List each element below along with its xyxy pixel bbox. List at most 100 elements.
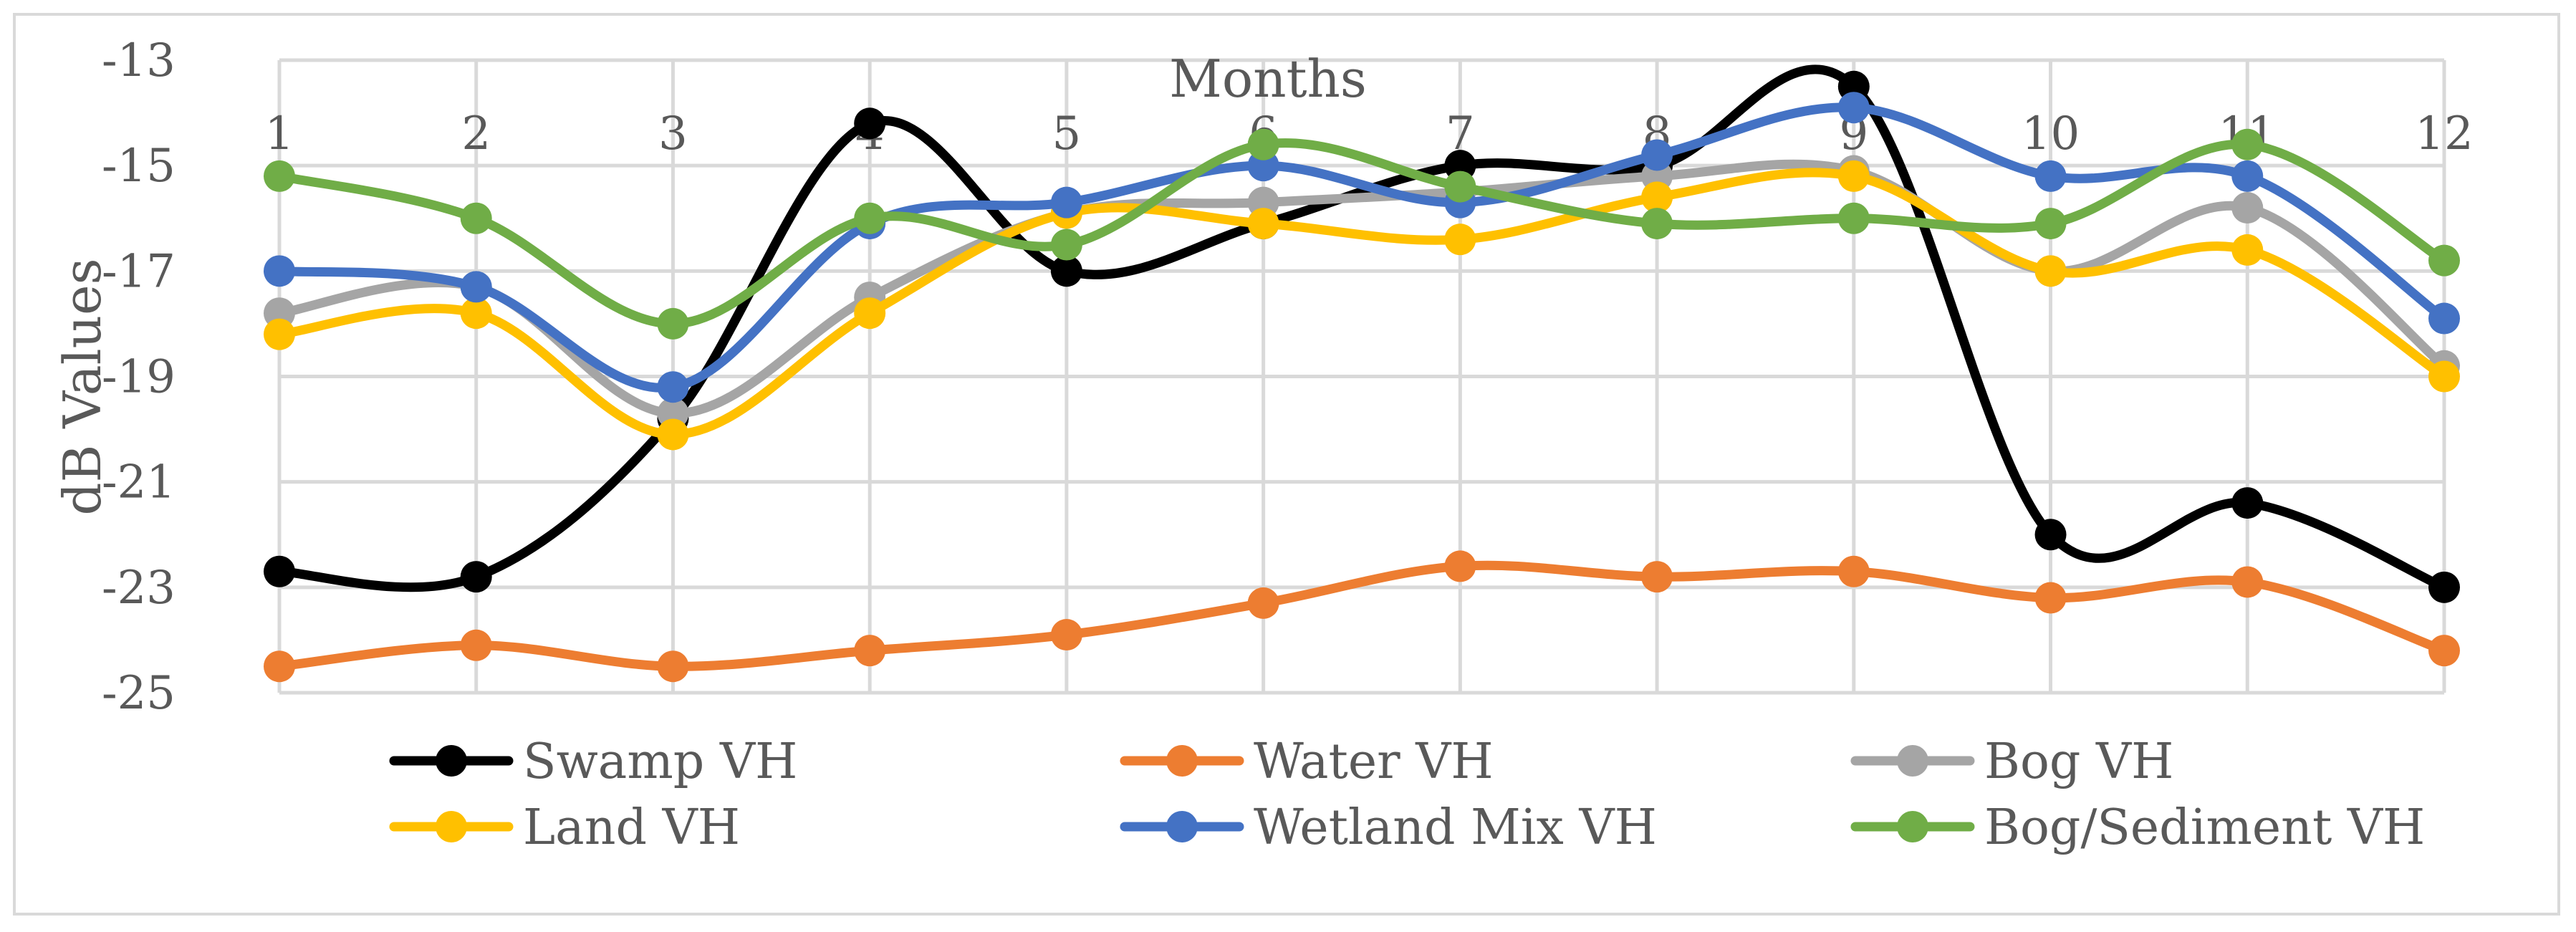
y-tick-label: -13 — [102, 34, 176, 87]
data-point-water-vh — [2034, 582, 2067, 614]
data-point-land-vh — [1641, 181, 1673, 213]
y-axis-title: dB Values — [52, 258, 112, 515]
y-tick-label: -25 — [102, 667, 176, 720]
legend-label: Wetland Mix VH — [1254, 799, 1657, 856]
series-bog-sediment-vh — [264, 128, 2460, 340]
x-tick-label: 5 — [1052, 107, 1082, 160]
x-tick-label: 1 — [265, 107, 294, 160]
data-point-swamp-vh — [264, 555, 295, 587]
data-point-water-vh — [2231, 566, 2264, 598]
y-tick-labels: -13 -15 -17 -19 -21 -23 -25 — [102, 34, 176, 720]
data-point-wetland-mix-vh — [2034, 160, 2067, 192]
data-point-land-vh — [460, 297, 492, 330]
legend-label: Bog/Sediment VH — [1984, 799, 2425, 856]
data-point-bog-sediment-vh — [460, 202, 492, 234]
y-tick-label: -19 — [102, 351, 176, 404]
data-point-land-vh — [2034, 255, 2067, 287]
data-point-land-vh — [854, 297, 886, 330]
series-line-land-vh — [274, 168, 2449, 439]
data-point-water-vh — [1247, 587, 1279, 619]
legend-label: Water VH — [1254, 734, 1494, 790]
data-point-land-vh — [264, 318, 295, 350]
data-point-land-vh — [1444, 224, 1476, 256]
data-point-water-vh — [657, 650, 689, 683]
data-point-swamp-vh — [2034, 519, 2067, 551]
data-point-wetland-mix-vh — [1641, 139, 1673, 171]
legend-item-wetland-mix-vh: Wetland Mix VH — [1120, 799, 1657, 856]
data-point-bog-sediment-vh — [2231, 128, 2264, 160]
series-swamp-vh — [264, 64, 2460, 603]
legend-dot-marker — [436, 745, 467, 777]
x-tick-label: 12 — [2415, 107, 2473, 160]
legend-item-swamp-vh: Swamp VH — [389, 734, 797, 790]
data-point-bog-sediment-vh — [264, 160, 295, 192]
data-point-swamp-vh — [2428, 571, 2460, 603]
legend-dot-marker — [1897, 745, 1928, 777]
data-point-water-vh — [264, 650, 295, 683]
data-point-water-vh — [460, 629, 492, 661]
legend: Swamp VH Water VH Bog VH Land VH Wetland Mix… — [389, 734, 2425, 856]
data-point-wetland-mix-vh — [264, 255, 295, 287]
legend-item-land-vh: Land VH — [389, 799, 740, 856]
data-point-bog-sediment-vh — [1641, 208, 1673, 240]
series-lines — [264, 64, 2460, 683]
data-point-land-vh — [1837, 160, 1870, 192]
data-point-bog-sediment-vh — [1050, 229, 1082, 261]
legend-item-bog-vh: Bog VH — [1850, 734, 2173, 790]
data-point-wetland-mix-vh — [1050, 186, 1082, 218]
data-point-wetland-mix-vh — [657, 371, 689, 403]
series-water-vh — [264, 550, 2460, 683]
data-point-wetland-mix-vh — [2428, 302, 2460, 335]
legend-dot-marker — [1897, 811, 1928, 842]
data-point-bog-sediment-vh — [1837, 202, 1870, 234]
data-point-bog-sediment-vh — [2428, 244, 2460, 277]
data-point-bog-sediment-vh — [657, 307, 689, 340]
series-line-bog-vh — [274, 159, 2449, 418]
legend-label: Land VH — [523, 799, 740, 856]
legend-label: Bog VH — [1984, 734, 2173, 790]
data-point-wetland-mix-vh — [460, 271, 492, 303]
data-point-land-vh — [657, 418, 689, 451]
data-point-wetland-mix-vh — [2231, 160, 2264, 192]
data-point-water-vh — [1837, 555, 1870, 587]
data-point-swamp-vh — [460, 561, 492, 593]
series-land-vh — [264, 160, 2460, 451]
y-tick-label: -23 — [102, 562, 176, 615]
data-point-water-vh — [1444, 550, 1476, 582]
data-point-water-vh — [2428, 635, 2460, 667]
series-line-wetland-mix-vh — [274, 102, 2449, 393]
data-point-bog-sediment-vh — [2034, 208, 2067, 240]
data-point-land-vh — [1247, 208, 1279, 240]
legend-item-water-vh: Water VH — [1120, 734, 1494, 790]
x-tick-label: 3 — [658, 107, 688, 160]
legend-dot-marker — [436, 811, 467, 842]
data-point-water-vh — [1641, 561, 1673, 593]
data-point-bog-sediment-vh — [854, 202, 886, 234]
x-tick-label: 10 — [2022, 107, 2080, 160]
data-point-water-vh — [1050, 619, 1082, 651]
legend-label: Swamp VH — [523, 734, 797, 790]
y-tick-label: -17 — [102, 245, 176, 298]
data-point-bog-sediment-vh — [1247, 128, 1279, 160]
legend-dot-marker — [1166, 811, 1198, 842]
series-line-bog-sediment-vh — [274, 138, 2449, 329]
data-point-water-vh — [854, 635, 886, 667]
y-tick-label: -15 — [102, 140, 176, 193]
x-axis-title: Months — [1169, 49, 1367, 109]
series-line-swamp-vh — [274, 64, 2449, 592]
data-point-land-vh — [2231, 234, 2264, 266]
data-point-bog-vh — [2231, 192, 2264, 224]
data-point-swamp-vh — [1050, 255, 1082, 287]
legend-item-bog-sediment-vh: Bog/Sediment VH — [1850, 799, 2425, 856]
data-point-wetland-mix-vh — [1837, 92, 1870, 124]
data-point-swamp-vh — [854, 107, 886, 140]
legend-dot-marker — [1166, 745, 1198, 777]
data-point-bog-sediment-vh — [1444, 170, 1476, 203]
data-point-land-vh — [2428, 360, 2460, 393]
x-tick-label: 2 — [461, 107, 491, 160]
x-tick-labels: 123456789101112 — [265, 107, 2474, 160]
data-point-swamp-vh — [2231, 487, 2264, 519]
y-tick-label: -21 — [102, 456, 176, 509]
series-line-water-vh — [274, 560, 2449, 671]
